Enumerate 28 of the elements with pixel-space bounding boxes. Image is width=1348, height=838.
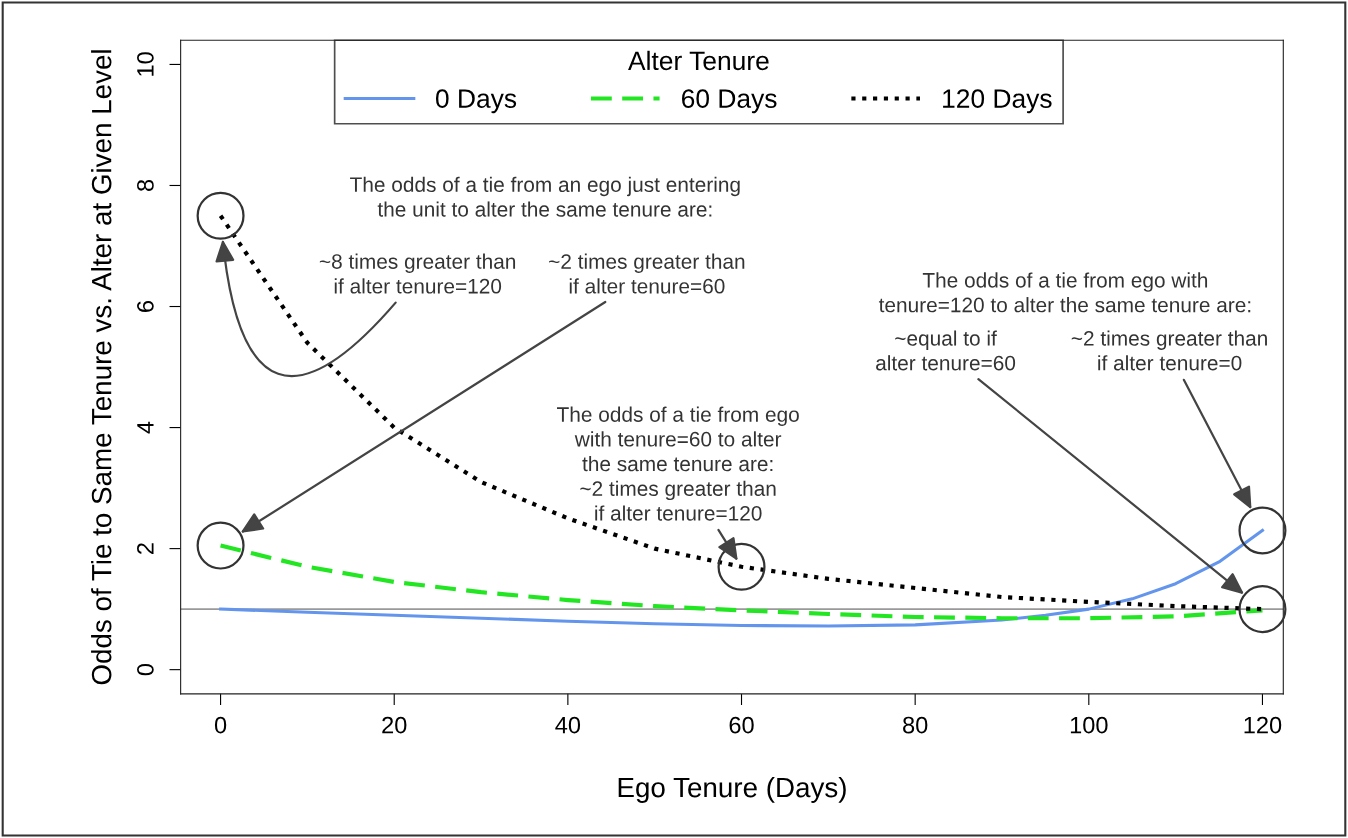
y-tick-label: 8 [137, 179, 154, 192]
legend-label: 60 Days [682, 89, 777, 114]
annotation: ~2 times greater than if alter tenure=0 [1071, 330, 1267, 371]
annotation: ~8 times greater than if alter tenure=120 [319, 253, 516, 294]
y-tick-label: 2 [137, 543, 154, 554]
x-tick-label: 100 [1070, 716, 1108, 734]
annotation: The odds of a tie from ego with tenure=60 to alter the same tenure are: ~2 times greater than if alter tenure=120 [557, 406, 799, 521]
annotation: The odds of a tie from an ego just entering the unit to alter the same tenure are: [350, 176, 740, 217]
annotation: The odds of a tie from ego with tenure=120 to alter the same tenure are: [878, 272, 1251, 313]
legend-title: Alter Tenure [628, 50, 769, 71]
annotation: ~equal to if alter tenure=60 [876, 330, 1016, 371]
legend-label: 120 Days [943, 89, 1052, 114]
x-tick-label: 0 [214, 716, 227, 734]
y-tick-label: 4 [137, 421, 154, 434]
y-tick-label: 0 [137, 664, 154, 676]
y-tick-label: 10 [137, 52, 154, 76]
legend-label: 0 Days [435, 89, 517, 114]
line-series [219, 528, 1264, 628]
x-tick-label: 120 [1244, 716, 1282, 734]
x-tick-label: 40 [555, 716, 581, 734]
x-tick-label: 80 [903, 716, 928, 734]
y-tick-label: 6 [137, 300, 154, 312]
x-tick-label: 20 [382, 716, 407, 734]
y-axis-title: Odds of Tie to Same Tenure vs. Alter at Given Level [91, 50, 112, 685]
x-axis-title: Ego Tenure (Days) [618, 776, 846, 803]
x-tick-label: 60 [729, 716, 754, 734]
annotation: ~2 times greater than if alter tenure=60 [549, 253, 745, 294]
line-series [218, 543, 1265, 621]
